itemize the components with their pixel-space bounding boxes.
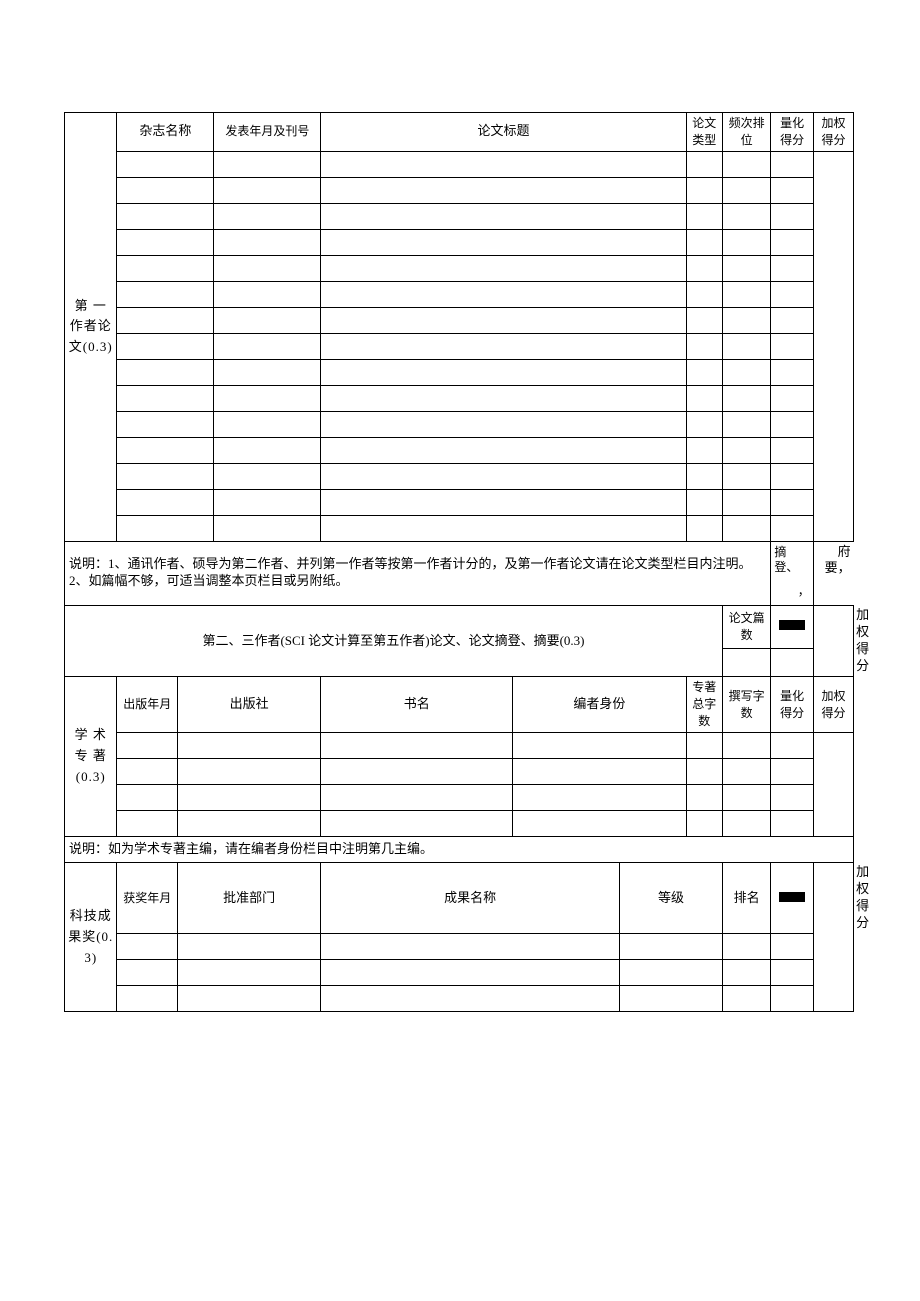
col-freq: 频次排位	[722, 113, 770, 152]
section1-row	[65, 489, 885, 515]
section1-row	[65, 515, 885, 541]
section4-row	[65, 986, 885, 1012]
col-pubyear: 出版年月	[117, 677, 178, 732]
col-result-name: 成果名称	[321, 862, 620, 934]
section1-row	[65, 203, 885, 229]
section1-row	[65, 307, 885, 333]
section2-count-label: 论文篇数	[722, 605, 770, 648]
section1-row	[65, 359, 885, 385]
col-award-year: 获奖年月	[117, 862, 178, 934]
section4-blackbox	[771, 862, 813, 934]
main-table: 第 一作者论文(0.3) 杂志名称 发表年月及刊号 论文标题 论文类型 频次排位…	[64, 112, 884, 1012]
section1-row	[65, 463, 885, 489]
col-grade: 等级	[620, 862, 723, 934]
note1: 说明：1、通讯作者、硕导为第二作者、并列第一作者等按第一作者计分的，及第一作者论…	[65, 541, 771, 605]
section2-blackbox	[771, 605, 813, 648]
col-role: 编者身份	[513, 677, 687, 732]
note3: 说明：如为学术专著主编，请在编者身份栏目中注明第几主编。	[65, 836, 854, 862]
section3-row	[65, 784, 885, 810]
section4-weighted-label: 加权得分	[854, 862, 884, 934]
note1-tail-a: 摘登、	[771, 541, 813, 579]
section1-row-label: 第 一作者论文(0.3)	[65, 113, 117, 542]
col-magazine: 杂志名称	[117, 113, 214, 152]
section1-row	[65, 385, 885, 411]
section4-row-label: 科技成果奖(0.3)	[65, 862, 117, 1012]
col-score: 量化得分	[771, 113, 813, 152]
col-total-words: 专著总字数	[686, 677, 722, 732]
col-weighted: 加权得分	[813, 113, 853, 152]
section1-row	[65, 437, 885, 463]
section1-row	[65, 177, 885, 203]
col-write-words: 撰写字数	[722, 677, 770, 732]
col-publisher: 出版社	[178, 677, 321, 732]
col-type: 论文类型	[686, 113, 722, 152]
section1-row	[65, 281, 885, 307]
section2-title: 第二、三作者(SCI 论文计算至第五作者)论文、论文摘登、摘要(0.3)	[65, 605, 723, 677]
section1-row	[65, 151, 885, 177]
note1-tail-c: 府要，	[813, 541, 853, 579]
section3-row-label: 学 术专 著(0.3)	[65, 677, 117, 836]
section1-row	[65, 411, 885, 437]
col-title: 论文标题	[321, 113, 686, 152]
section1-row	[65, 333, 885, 359]
section3-row	[65, 758, 885, 784]
col-pubdate: 发表年月及刊号	[214, 113, 321, 152]
col-score3: 量化得分	[771, 677, 813, 732]
edge-filler-1	[854, 113, 884, 606]
col-rank: 排名	[722, 862, 770, 934]
section2-weighted-label: 加权得分	[854, 605, 884, 677]
note1-tail-b: ，	[771, 579, 813, 605]
col-dept: 批准部门	[178, 862, 321, 934]
section3-row	[65, 732, 885, 758]
section4-row	[65, 934, 885, 960]
section3-row	[65, 810, 885, 836]
section1-row	[65, 255, 885, 281]
section1-row	[65, 229, 885, 255]
col-book: 书名	[321, 677, 513, 732]
section4-row	[65, 960, 885, 986]
col-weighted3: 加权得分	[813, 677, 853, 732]
